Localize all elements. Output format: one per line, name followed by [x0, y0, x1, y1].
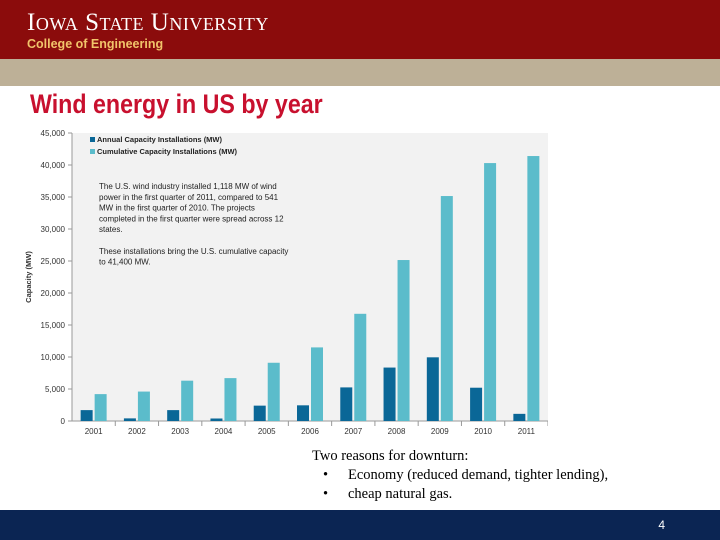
annual-bar: [426, 357, 439, 421]
cumulative-bar: [397, 260, 410, 421]
y-tick-label: 0: [61, 417, 66, 426]
legend-swatch: [90, 137, 95, 142]
page-number: 4: [658, 518, 665, 532]
wind-capacity-chart: 0 5,000 10,000 15,000 20,000 25,000 30,000 35,0…: [20, 125, 548, 440]
annual-bar: [470, 387, 483, 421]
annual-bar: [80, 410, 93, 421]
plot-area: [72, 133, 548, 421]
slide-title: Wind energy in US by year: [30, 89, 323, 119]
annual-bar: [253, 405, 266, 421]
cumulative-bar: [137, 391, 150, 421]
y-axis-title: Capacity (MW): [24, 251, 33, 303]
reason-item: • cheap natural gas.: [312, 485, 712, 504]
cumulative-bar: [267, 362, 280, 421]
annual-bar: [383, 367, 396, 421]
cumulative-bar: [440, 196, 453, 421]
gold-divider-bar: [0, 59, 720, 86]
header-bar: Iowa State University College of Enginee…: [0, 0, 720, 59]
annual-bar: [123, 418, 136, 421]
y-tick-label: 30,000: [41, 225, 66, 234]
cumulative-bar: [181, 380, 194, 421]
university-wordmark: Iowa State University: [27, 9, 269, 36]
cumulative-bar: [311, 347, 323, 421]
annual-bar: [167, 410, 180, 421]
x-tick-label: 2009: [431, 427, 449, 436]
chart-svg: 0 5,000 10,000 15,000 20,000 25,000 30,000 35,0…: [20, 125, 548, 440]
x-tick-label: 2003: [171, 427, 189, 436]
y-tick-label: 15,000: [41, 321, 66, 330]
legend-label: Cumulative Capacity Installations (MW): [97, 147, 238, 156]
legend-swatch: [90, 149, 95, 154]
annual-bar: [513, 413, 526, 421]
x-tick-label: 2006: [301, 427, 319, 436]
annual-bar: [297, 405, 309, 421]
x-tick-label: 2002: [128, 427, 146, 436]
cumulative-bar: [224, 378, 237, 421]
cumulative-bar: [94, 394, 107, 421]
x-tick-label: 2008: [388, 427, 406, 436]
x-tick-label: 2005: [258, 427, 276, 436]
annual-bar: [340, 387, 353, 421]
cumulative-bar: [354, 313, 367, 421]
reason-item: • Economy (reduced demand, tighter lendin…: [312, 466, 712, 485]
bullet-icon: •: [323, 486, 329, 502]
legend-label: Annual Capacity Installations (MW): [97, 135, 223, 144]
footer-bar: 4: [0, 510, 720, 540]
x-tick-label: 2007: [344, 427, 362, 436]
reason-text: cheap natural gas.: [348, 486, 453, 502]
y-tick-label: 35,000: [41, 193, 66, 202]
y-tick-label: 40,000: [41, 161, 66, 170]
x-tick-label: 2010: [474, 427, 492, 436]
y-tick-label: 25,000: [41, 257, 66, 266]
x-tick-label: 2001: [85, 427, 103, 436]
reasons-list: • Economy (reduced demand, tighter lendin…: [312, 466, 712, 504]
annotation-line: completed in the first quarter were spre…: [99, 214, 284, 223]
cumulative-bar: [527, 156, 540, 422]
x-tick-label: 2011: [518, 427, 536, 436]
y-tick-label: 45,000: [41, 129, 66, 138]
downturn-reasons: Two reasons for downturn: • Economy (redu…: [312, 447, 712, 504]
annotation-line: power in the first quarter of 2011, comp…: [99, 193, 279, 202]
bullet-icon: •: [323, 467, 329, 483]
y-tick-label: 20,000: [41, 289, 66, 298]
annual-bar: [210, 418, 223, 421]
x-tick-label: 2004: [215, 427, 233, 436]
cumulative-bar: [484, 163, 497, 421]
annotation-line: MW in the first quarter of 2010. The pro…: [99, 204, 255, 213]
annotation-line: states.: [99, 225, 123, 234]
college-name: College of Engineering: [27, 37, 164, 51]
reasons-heading: Two reasons for downturn:: [312, 448, 469, 464]
annotation-line: to 41,400 MW.: [99, 258, 151, 267]
y-tick-label: 10,000: [41, 353, 66, 362]
annotation-line: The U.S. wind industry installed 1,118 M…: [99, 182, 277, 191]
reason-text: Economy (reduced demand, tighter lending…: [348, 467, 609, 483]
annotation-line: These installations bring the U.S. cumul…: [99, 247, 288, 256]
y-tick-label: 5,000: [45, 385, 66, 394]
